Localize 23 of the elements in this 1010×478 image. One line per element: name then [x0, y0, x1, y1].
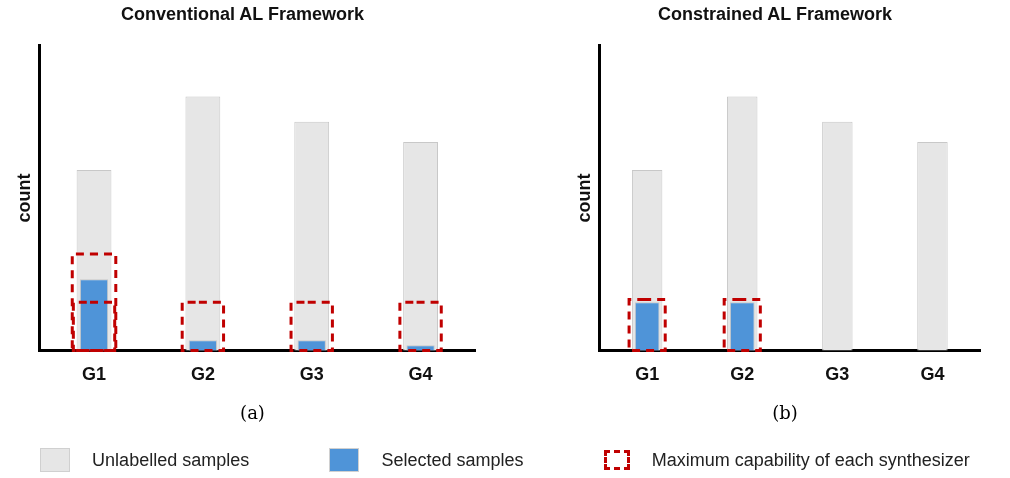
bar: [722, 298, 762, 352]
legend-label: Selected samples: [381, 449, 524, 471]
chart-title: Conventional AL Framework: [120, 3, 366, 24]
y-axis-title: count: [13, 173, 34, 223]
bar: [289, 300, 334, 352]
bar: [180, 300, 226, 352]
text: (a): [239, 402, 266, 423]
x-tick-label: G1: [635, 364, 660, 385]
legend-label: Unlabelled samples: [92, 449, 250, 471]
x-tick-label: G2: [190, 364, 215, 385]
y-axis-title: count: [573, 173, 594, 223]
x-tick-label: G3: [299, 364, 324, 385]
text: (b): [771, 402, 799, 423]
x-tick-label: G4: [920, 364, 945, 385]
chart-title: Constrained AL Framework: [657, 3, 894, 24]
bar: [398, 300, 443, 352]
legend-label: Maximum capability of each synthesizer: [651, 449, 970, 471]
x-tick-label: G4: [408, 364, 433, 385]
x-tick-label: G1: [82, 364, 107, 385]
bar: [627, 298, 667, 352]
bar: [70, 252, 118, 352]
x-tick-label: G2: [730, 364, 755, 385]
x-tick-label: G3: [825, 364, 850, 385]
